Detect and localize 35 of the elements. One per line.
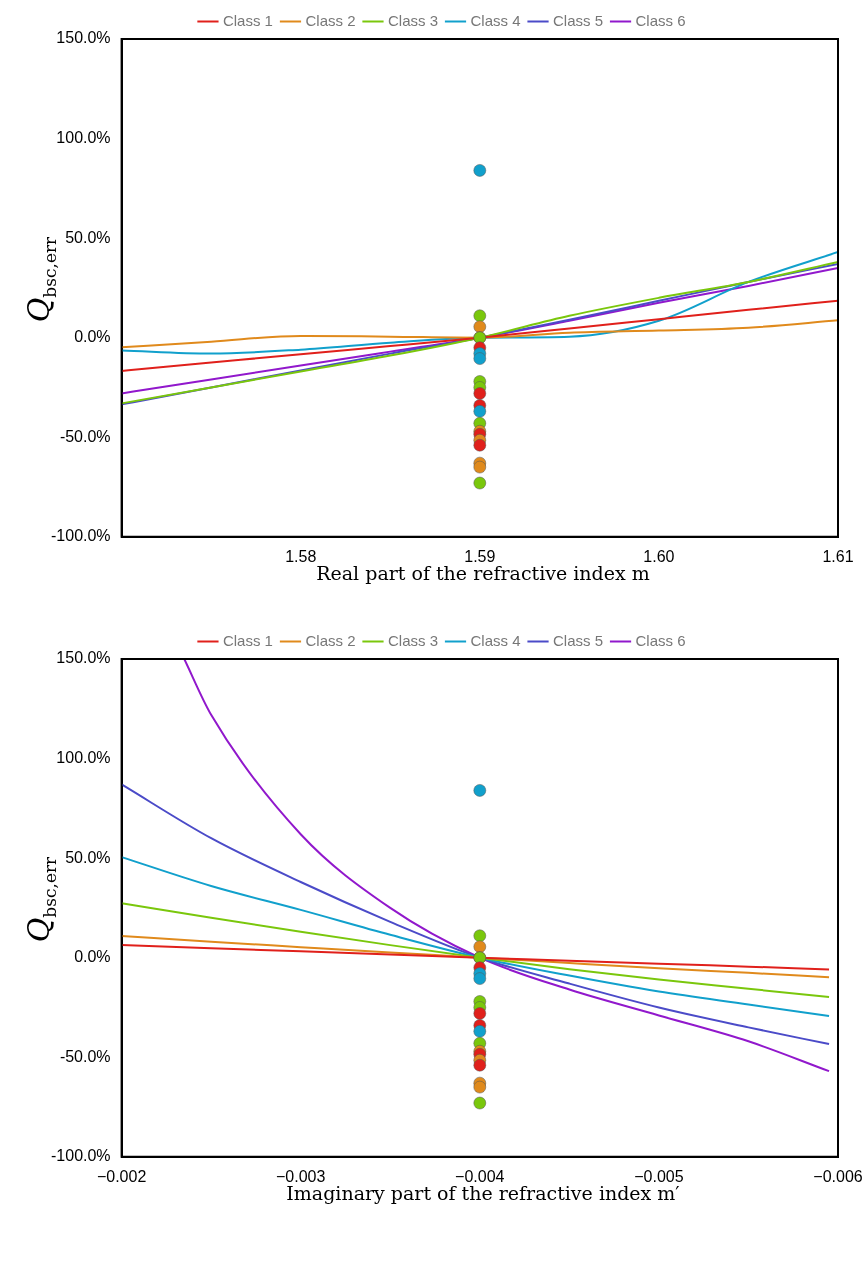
y-tick-label: 150.0% bbox=[56, 649, 111, 667]
legend-label: Class 2 bbox=[305, 631, 356, 649]
y-tick-label: -50.0% bbox=[59, 1047, 111, 1065]
x-tick-label: −0.004 bbox=[455, 1167, 505, 1185]
y-tick-label: 0.0% bbox=[74, 948, 111, 966]
y-tick-label: 0.0% bbox=[74, 328, 111, 346]
legend-label: Class 2 bbox=[305, 11, 356, 29]
x-tick-label: 1.59 bbox=[464, 547, 496, 565]
legend-label: Class 6 bbox=[635, 631, 686, 649]
y-tick-label: -100.0% bbox=[51, 1147, 111, 1165]
x-axis-title: Real part of the refractive index m bbox=[316, 562, 650, 584]
x-tick-label: 1.61 bbox=[822, 547, 854, 565]
y-tick-label: -100.0% bbox=[51, 527, 111, 545]
legend-label: Class 3 bbox=[387, 11, 439, 29]
x-axis-title: Imaginary part of the refractive index m′ bbox=[286, 1182, 680, 1204]
legend-label: Class 4 bbox=[470, 11, 521, 29]
y-tick-label: 50.0% bbox=[65, 228, 111, 246]
y-tick-label: 50.0% bbox=[65, 848, 111, 866]
x-tick-label: −0.003 bbox=[276, 1167, 326, 1185]
legend-label: Class 1 bbox=[222, 11, 273, 29]
y-tick-label: 100.0% bbox=[56, 128, 111, 146]
legend-label: Class 4 bbox=[470, 631, 521, 649]
legend-label: Class 1 bbox=[222, 631, 273, 649]
x-tick-label: 1.60 bbox=[643, 547, 675, 565]
x-tick-label: −0.002 bbox=[96, 1167, 147, 1185]
y-tick-label: -50.0% bbox=[59, 427, 111, 445]
x-tick-label: −0.005 bbox=[634, 1167, 684, 1185]
y-tick-label: 100.0% bbox=[56, 748, 111, 766]
x-tick-label: −0.006 bbox=[813, 1167, 863, 1185]
legend-label: Class 5 bbox=[553, 11, 604, 29]
legend-label: Class 6 bbox=[635, 11, 686, 29]
y-tick-label: 150.0% bbox=[56, 29, 111, 47]
legend-label: Class 5 bbox=[553, 631, 604, 649]
x-tick-label: 1.58 bbox=[285, 547, 317, 565]
legend-label: Class 3 bbox=[387, 631, 439, 649]
